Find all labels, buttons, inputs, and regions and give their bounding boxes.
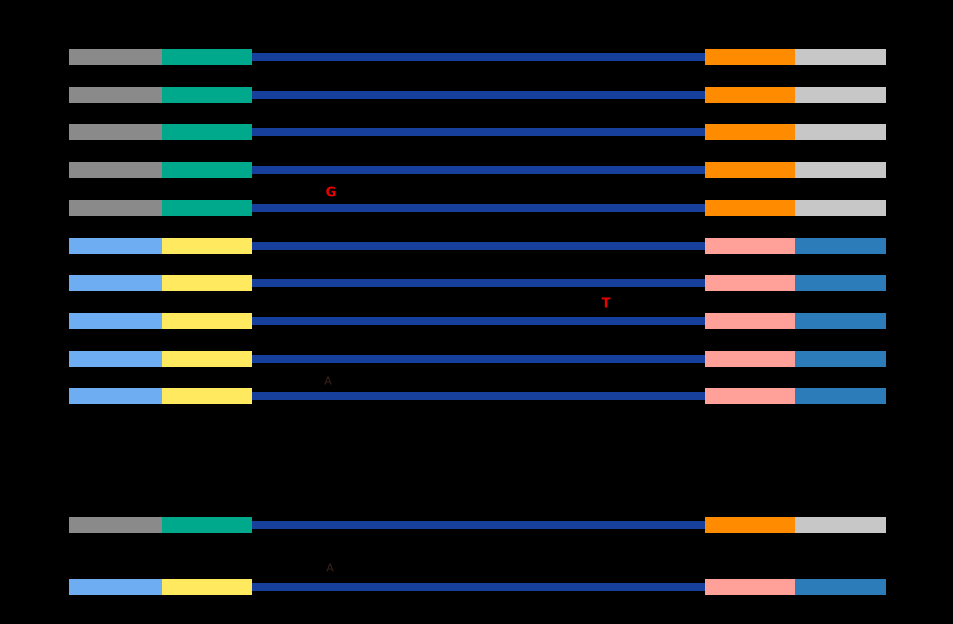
raw-read-bar	[69, 351, 886, 367]
read-insert-line	[252, 392, 705, 400]
read-left-outer-segment	[69, 238, 162, 254]
read-right-inner-segment	[705, 87, 795, 103]
read-left-outer-segment	[69, 49, 162, 65]
raw-read-bar	[69, 124, 886, 140]
read-insert-line	[252, 242, 705, 250]
read-right-inner-segment	[705, 313, 795, 329]
read-left-inner-segment	[162, 200, 252, 216]
consensus-read-bar	[69, 579, 886, 595]
read-left-inner-segment	[162, 388, 252, 404]
read-right-outer-segment	[795, 579, 886, 595]
read-right-outer-segment	[795, 313, 886, 329]
read-left-outer-segment	[69, 313, 162, 329]
raw-read-bar	[69, 87, 886, 103]
read-insert-line	[252, 317, 705, 325]
read-right-inner-segment	[705, 49, 795, 65]
read-left-inner-segment	[162, 162, 252, 178]
read-left-outer-segment	[69, 351, 162, 367]
read-left-outer-segment	[69, 388, 162, 404]
read-right-inner-segment	[705, 200, 795, 216]
read-right-inner-segment	[705, 517, 795, 533]
read-insert-line	[252, 521, 705, 529]
read-left-inner-segment	[162, 238, 252, 254]
read-insert-line	[252, 583, 705, 591]
read-right-outer-segment	[795, 275, 886, 291]
read-right-inner-segment	[705, 351, 795, 367]
consensus-read-bar	[69, 517, 886, 533]
read-left-inner-segment	[162, 351, 252, 367]
read-right-outer-segment	[795, 162, 886, 178]
read-right-outer-segment	[795, 517, 886, 533]
read-right-inner-segment	[705, 162, 795, 178]
read-insert-line	[252, 53, 705, 61]
read-insert-line	[252, 279, 705, 287]
read-left-inner-segment	[162, 49, 252, 65]
read-left-outer-segment	[69, 579, 162, 595]
raw-read-bar	[69, 200, 886, 216]
read-left-outer-segment	[69, 162, 162, 178]
raw-read-bar	[69, 238, 886, 254]
base-annotation-a: A	[326, 561, 334, 575]
read-left-inner-segment	[162, 87, 252, 103]
raw-read-bar	[69, 388, 886, 404]
raw-read-bar	[69, 162, 886, 178]
read-left-inner-segment	[162, 313, 252, 329]
read-right-inner-segment	[705, 579, 795, 595]
read-right-outer-segment	[795, 200, 886, 216]
read-right-inner-segment	[705, 275, 795, 291]
read-left-inner-segment	[162, 517, 252, 533]
read-left-outer-segment	[69, 87, 162, 103]
read-insert-line	[252, 166, 705, 174]
read-right-outer-segment	[795, 351, 886, 367]
read-left-inner-segment	[162, 275, 252, 291]
base-annotation-a: A	[324, 374, 332, 388]
read-right-outer-segment	[795, 388, 886, 404]
read-left-outer-segment	[69, 275, 162, 291]
read-insert-line	[252, 91, 705, 99]
read-right-outer-segment	[795, 49, 886, 65]
read-left-outer-segment	[69, 200, 162, 216]
raw-read-bar	[69, 275, 886, 291]
read-right-outer-segment	[795, 124, 886, 140]
read-insert-line	[252, 355, 705, 363]
base-annotation-t: T	[601, 296, 611, 312]
read-right-inner-segment	[705, 388, 795, 404]
raw-read-bar	[69, 49, 886, 65]
read-right-inner-segment	[705, 238, 795, 254]
base-annotation-g: G	[325, 185, 337, 201]
read-left-inner-segment	[162, 579, 252, 595]
read-insert-line	[252, 128, 705, 136]
read-left-outer-segment	[69, 124, 162, 140]
read-right-outer-segment	[795, 87, 886, 103]
read-insert-line	[252, 204, 705, 212]
read-left-inner-segment	[162, 124, 252, 140]
raw-read-bar	[69, 313, 886, 329]
read-right-inner-segment	[705, 124, 795, 140]
read-left-outer-segment	[69, 517, 162, 533]
read-right-outer-segment	[795, 238, 886, 254]
